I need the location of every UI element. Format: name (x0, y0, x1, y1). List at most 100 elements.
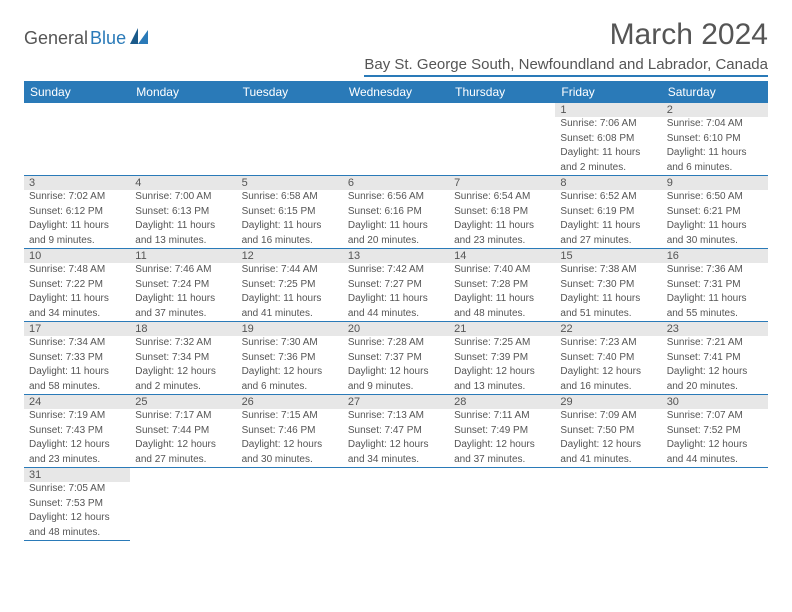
day-header: Saturday (662, 81, 768, 103)
day-info-line: Sunrise: 7:30 AM (237, 336, 343, 351)
calendar-cell: 31Sunrise: 7:05 AMSunset: 7:53 PMDayligh… (24, 468, 130, 541)
calendar-cell: 30Sunrise: 7:07 AMSunset: 7:52 PMDayligh… (662, 395, 768, 468)
day-info-line: Sunset: 7:36 PM (237, 351, 343, 366)
calendar-cell: 4Sunrise: 7:00 AMSunset: 6:13 PMDaylight… (130, 176, 236, 249)
calendar-cell: 13Sunrise: 7:42 AMSunset: 7:27 PMDayligh… (343, 249, 449, 322)
day-info-line: Sunset: 7:31 PM (662, 278, 768, 293)
day-info-line: Sunset: 7:53 PM (24, 497, 130, 512)
day-info-line: and 34 minutes. (343, 453, 449, 468)
calendar-cell: 14Sunrise: 7:40 AMSunset: 7:28 PMDayligh… (449, 249, 555, 322)
calendar-cell (343, 468, 449, 541)
day-info-line: Daylight: 11 hours (24, 365, 130, 380)
day-number: 12 (237, 249, 343, 263)
day-info-line: and 9 minutes. (343, 380, 449, 395)
day-number: 17 (24, 322, 130, 336)
day-info-line: Sunrise: 7:28 AM (343, 336, 449, 351)
day-info-line: and 44 minutes. (343, 307, 449, 322)
day-info-line: Daylight: 11 hours (449, 219, 555, 234)
day-info-line: Daylight: 11 hours (237, 219, 343, 234)
day-info-line: Sunrise: 6:52 AM (555, 190, 661, 205)
day-info-line: Sunrise: 7:19 AM (24, 409, 130, 424)
day-info-line: Daylight: 12 hours (343, 365, 449, 380)
day-number: 21 (449, 322, 555, 336)
day-number: 8 (555, 176, 661, 190)
day-number: 23 (662, 322, 768, 336)
day-number: 22 (555, 322, 661, 336)
day-number: 29 (555, 395, 661, 409)
day-info-line: Sunset: 7:27 PM (343, 278, 449, 293)
calendar-row: 1Sunrise: 7:06 AMSunset: 6:08 PMDaylight… (24, 103, 768, 176)
calendar-cell: 19Sunrise: 7:30 AMSunset: 7:36 PMDayligh… (237, 322, 343, 395)
day-info-line: Sunrise: 7:07 AM (662, 409, 768, 424)
day-info-line: and 23 minutes. (24, 453, 130, 468)
day-info-line: Daylight: 12 hours (24, 511, 130, 526)
day-info-line: Sunset: 7:49 PM (449, 424, 555, 439)
day-info-line: Daylight: 11 hours (662, 219, 768, 234)
day-info-line: and 41 minutes. (555, 453, 661, 468)
day-number: 6 (343, 176, 449, 190)
day-number: 20 (343, 322, 449, 336)
day-info-line: Sunrise: 7:17 AM (130, 409, 236, 424)
day-info-line: Sunrise: 7:23 AM (555, 336, 661, 351)
day-info-line: and 44 minutes. (662, 453, 768, 468)
day-info-line: Sunrise: 7:46 AM (130, 263, 236, 278)
day-info-line: Sunset: 7:43 PM (24, 424, 130, 439)
day-info-line: Sunrise: 7:11 AM (449, 409, 555, 424)
day-number: 26 (237, 395, 343, 409)
calendar-cell: 2Sunrise: 7:04 AMSunset: 6:10 PMDaylight… (662, 103, 768, 176)
day-info-line: Sunset: 6:08 PM (555, 132, 661, 147)
day-info-line: Daylight: 11 hours (662, 292, 768, 307)
day-info-line: Daylight: 12 hours (449, 438, 555, 453)
day-info-line: Daylight: 12 hours (343, 438, 449, 453)
flag-icon (130, 28, 154, 49)
day-number: 11 (130, 249, 236, 263)
day-info-line: Sunrise: 6:50 AM (662, 190, 768, 205)
calendar-cell: 8Sunrise: 6:52 AMSunset: 6:19 PMDaylight… (555, 176, 661, 249)
day-info-line: Sunrise: 7:36 AM (662, 263, 768, 278)
day-info-line: Daylight: 12 hours (130, 365, 236, 380)
day-info-line: Sunrise: 7:44 AM (237, 263, 343, 278)
day-info-line: Sunset: 7:52 PM (662, 424, 768, 439)
day-info-line: Sunset: 7:25 PM (237, 278, 343, 293)
day-info-line: Daylight: 11 hours (662, 146, 768, 161)
calendar-cell (237, 103, 343, 176)
page-title: March 2024 (364, 18, 768, 52)
day-info-line: Daylight: 12 hours (555, 438, 661, 453)
day-number: 10 (24, 249, 130, 263)
day-info-line: Sunset: 7:34 PM (130, 351, 236, 366)
calendar-cell: 29Sunrise: 7:09 AMSunset: 7:50 PMDayligh… (555, 395, 661, 468)
day-info-line: Sunrise: 7:25 AM (449, 336, 555, 351)
day-number: 18 (130, 322, 236, 336)
day-info-line: Sunset: 7:44 PM (130, 424, 236, 439)
calendar-row: 17Sunrise: 7:34 AMSunset: 7:33 PMDayligh… (24, 322, 768, 395)
day-info-line: Sunrise: 7:02 AM (24, 190, 130, 205)
day-number: 31 (24, 468, 130, 482)
calendar-row: 31Sunrise: 7:05 AMSunset: 7:53 PMDayligh… (24, 468, 768, 541)
calendar-cell: 15Sunrise: 7:38 AMSunset: 7:30 PMDayligh… (555, 249, 661, 322)
calendar-row: 3Sunrise: 7:02 AMSunset: 6:12 PMDaylight… (24, 176, 768, 249)
calendar-cell: 28Sunrise: 7:11 AMSunset: 7:49 PMDayligh… (449, 395, 555, 468)
day-info-line: Sunrise: 7:40 AM (449, 263, 555, 278)
calendar-cell (24, 103, 130, 176)
calendar-cell: 23Sunrise: 7:21 AMSunset: 7:41 PMDayligh… (662, 322, 768, 395)
calendar-cell: 16Sunrise: 7:36 AMSunset: 7:31 PMDayligh… (662, 249, 768, 322)
day-info-line: Sunrise: 7:48 AM (24, 263, 130, 278)
day-number: 24 (24, 395, 130, 409)
day-info-line: Daylight: 12 hours (662, 438, 768, 453)
calendar-cell: 18Sunrise: 7:32 AMSunset: 7:34 PMDayligh… (130, 322, 236, 395)
day-info-line: and 20 minutes. (343, 234, 449, 249)
calendar-cell: 21Sunrise: 7:25 AMSunset: 7:39 PMDayligh… (449, 322, 555, 395)
day-info-line: and 6 minutes. (237, 380, 343, 395)
day-info-line: Sunrise: 6:54 AM (449, 190, 555, 205)
calendar-cell (662, 468, 768, 541)
title-block: March 2024 Bay St. George South, Newfoun… (364, 18, 768, 77)
calendar-cell: 6Sunrise: 6:56 AMSunset: 6:16 PMDaylight… (343, 176, 449, 249)
day-info-line: and 2 minutes. (130, 380, 236, 395)
day-info-line: Sunrise: 7:34 AM (24, 336, 130, 351)
day-info-line: Daylight: 12 hours (24, 438, 130, 453)
day-info-line: and 2 minutes. (555, 161, 661, 176)
day-header-row: Sunday Monday Tuesday Wednesday Thursday… (24, 81, 768, 103)
header: General Blue March 2024 Bay St. George S… (24, 18, 768, 77)
day-info-line: Sunrise: 6:58 AM (237, 190, 343, 205)
calendar-table: Sunday Monday Tuesday Wednesday Thursday… (24, 81, 768, 541)
